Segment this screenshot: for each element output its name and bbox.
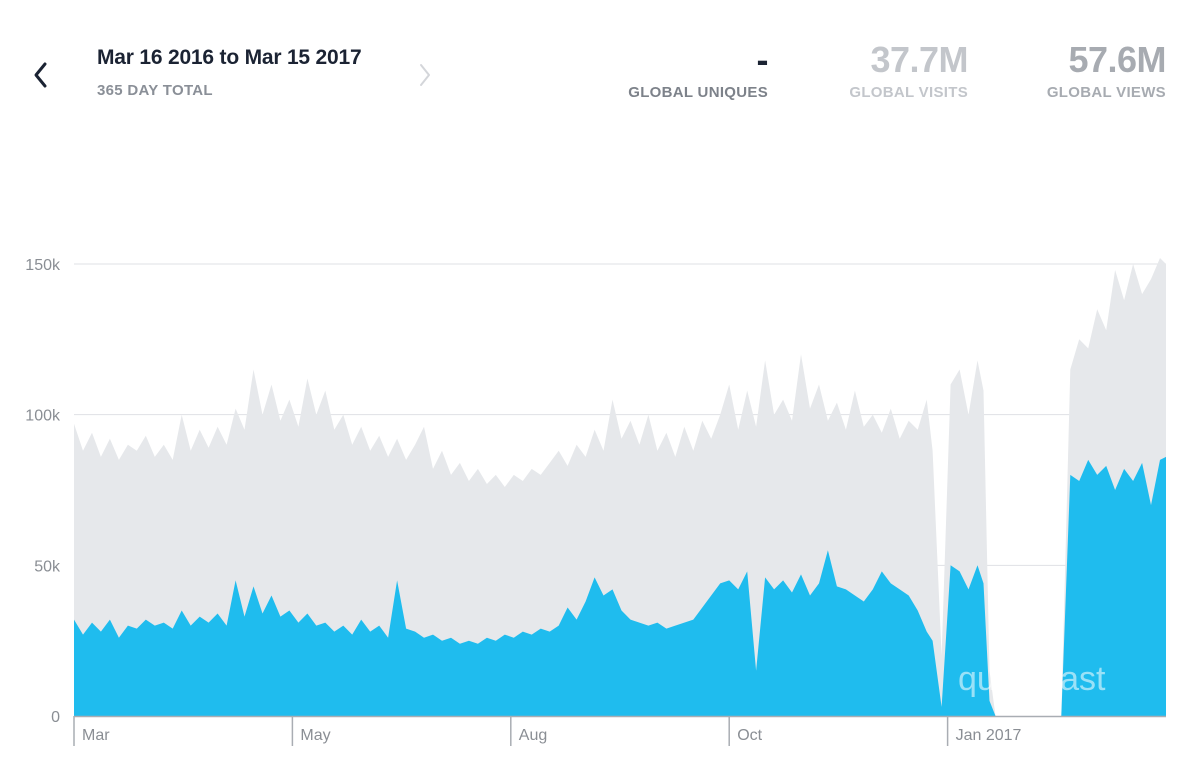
x-tick-label: May bbox=[300, 727, 330, 744]
y-tick-label: 100k bbox=[25, 408, 61, 425]
chevron-right-icon bbox=[420, 64, 430, 86]
header: Mar 16 2016 to Mar 15 2017 365 DAY TOTAL… bbox=[0, 0, 1200, 140]
metric-label: GLOBAL VIEWS bbox=[1046, 84, 1166, 101]
watermark-text: quantcast bbox=[958, 660, 1106, 698]
x-tick-label: Jan 2017 bbox=[956, 727, 1022, 744]
metric-label: GLOBAL UNIQUES bbox=[628, 84, 768, 101]
chevron-left-icon bbox=[34, 62, 47, 88]
metric-global-visits[interactable]: 37.7M GLOBAL VISITS bbox=[849, 39, 968, 102]
metric-global-views[interactable]: 57.6M GLOBAL VIEWS bbox=[1046, 39, 1167, 102]
series-area-global-visits[interactable] bbox=[74, 456, 1166, 716]
date-range-subtitle: 365 DAY TOTAL bbox=[97, 82, 213, 99]
metric-label: GLOBAL VISITS bbox=[849, 84, 968, 101]
y-tick-label: 50k bbox=[34, 558, 61, 575]
y-tick-label: 0 bbox=[51, 709, 60, 726]
date-range-title: Mar 16 2016 to Mar 15 2017 bbox=[97, 46, 362, 69]
metric-global-uniques: - GLOBAL UNIQUES bbox=[628, 39, 769, 102]
metric-value: 37.7M bbox=[870, 39, 968, 80]
y-tick-label: 150k bbox=[25, 257, 61, 274]
x-tick-label: Aug bbox=[519, 727, 547, 744]
next-period-button[interactable] bbox=[410, 58, 440, 92]
metric-value: - bbox=[756, 39, 769, 80]
metric-value: 57.6M bbox=[1068, 39, 1166, 80]
series-layer bbox=[74, 258, 1166, 716]
axis-layer: Mar May Aug Oct Jan 2017 bbox=[73, 715, 1166, 746]
previous-period-button[interactable] bbox=[26, 58, 56, 92]
x-tick-label: Oct bbox=[737, 727, 762, 744]
x-tick-label: Mar bbox=[82, 727, 110, 744]
